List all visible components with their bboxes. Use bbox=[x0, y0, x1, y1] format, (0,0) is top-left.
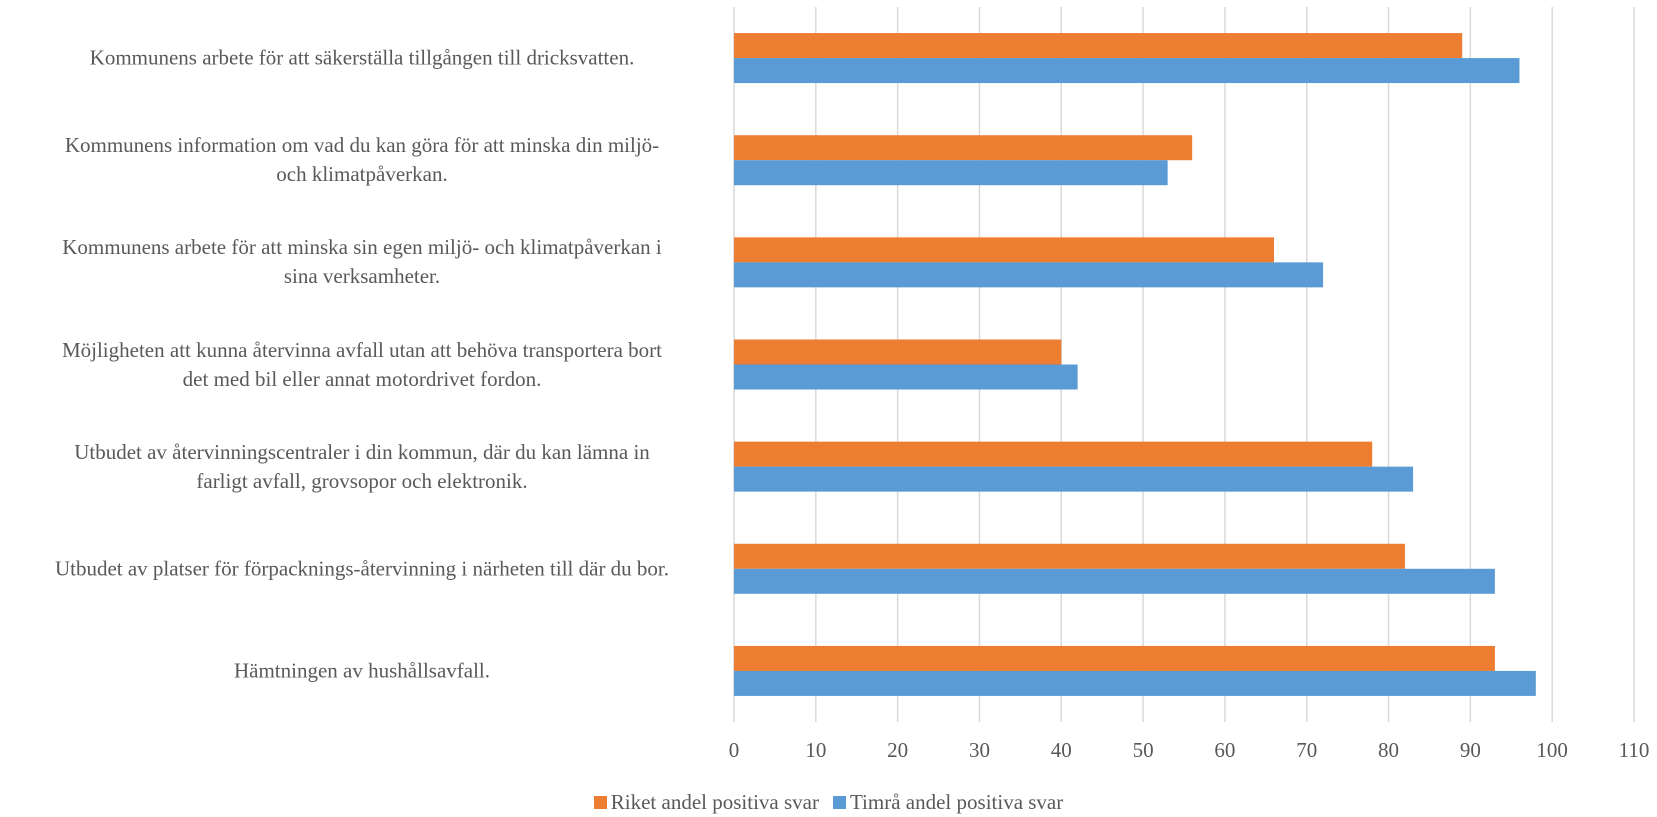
bar bbox=[734, 135, 1193, 161]
bar bbox=[734, 543, 1405, 569]
legend-label: Riket andel positiva svar bbox=[610, 790, 819, 814]
x-tick-label: 80 bbox=[1378, 738, 1399, 762]
bar bbox=[734, 670, 1536, 696]
y-tick-label: Kommunens arbete för att minska sin egen… bbox=[62, 235, 662, 289]
y-tick-label: Utbudet av platser för förpacknings-åter… bbox=[54, 556, 670, 581]
y-tick-label: Hämtningen av hushållsavfall. bbox=[233, 658, 491, 683]
x-tick-label: 60 bbox=[1214, 738, 1235, 762]
legend-swatch bbox=[593, 796, 607, 809]
bar bbox=[734, 262, 1324, 288]
legend-item: Timrå andel positiva svar bbox=[832, 790, 1064, 815]
bar bbox=[734, 645, 1495, 671]
y-tick-label: Kommunens arbete för att säkerställa til… bbox=[89, 45, 635, 70]
legend-swatch bbox=[832, 796, 846, 809]
y-tick-label: Möjligheten att kunna återvinna avfall u… bbox=[61, 337, 663, 391]
bar bbox=[734, 160, 1168, 186]
bar bbox=[734, 466, 1414, 492]
x-tick-label: 100 bbox=[1536, 738, 1568, 762]
x-tick-label: 110 bbox=[1619, 738, 1650, 762]
x-tick-label: 40 bbox=[1051, 738, 1072, 762]
x-tick-label: 10 bbox=[805, 738, 826, 762]
x-tick-label: 70 bbox=[1296, 738, 1317, 762]
x-tick-label: 30 bbox=[969, 738, 990, 762]
x-tick-label: 20 bbox=[887, 738, 908, 762]
x-tick-label: 50 bbox=[1133, 738, 1154, 762]
y-tick-label: Utbudet av återvinningscentraler i din k… bbox=[74, 439, 650, 493]
legend-label: Timrå andel positiva svar bbox=[849, 790, 1064, 814]
x-tick-label: 0 bbox=[729, 738, 740, 762]
bar bbox=[734, 339, 1062, 365]
bar bbox=[734, 364, 1078, 390]
bar bbox=[734, 441, 1373, 467]
bar bbox=[734, 568, 1495, 594]
y-tick-label: Kommunens information om vad du kan göra… bbox=[64, 133, 660, 187]
bar bbox=[734, 33, 1463, 59]
legend-item: Riket andel positiva svar bbox=[593, 790, 819, 815]
bar bbox=[734, 58, 1520, 84]
x-tick-label: 90 bbox=[1460, 738, 1481, 762]
bar bbox=[734, 237, 1274, 263]
legend: Riket andel positiva svar Timrå andel pos… bbox=[0, 790, 1657, 815]
